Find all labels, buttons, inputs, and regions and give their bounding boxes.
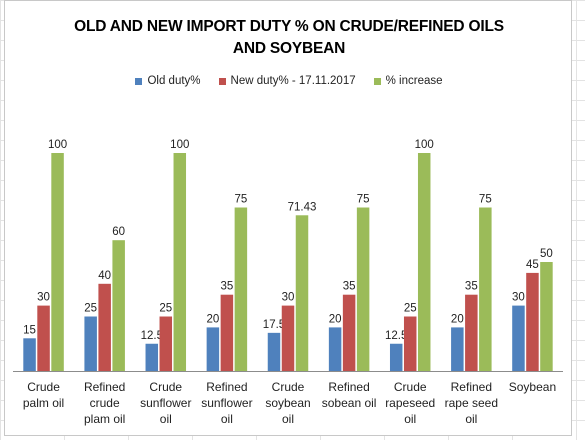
bar-series-0-cat-8 [512,305,525,371]
bar-series-0-cat-2 [145,343,159,371]
bar-series-1-cat-5 [342,294,356,371]
bar-series-1-cat-4 [281,305,295,371]
data-label-series-2-cat-8: 50 [540,248,553,260]
bar-series-1-cat-1 [98,283,111,371]
bar-series-1-cat-8 [526,272,539,371]
bar-series-1-cat-7 [465,294,478,371]
category-label-2-line-1: sunflower [140,396,191,410]
data-label-series-1-cat-5: 35 [343,281,356,293]
category-label-6-line-1: rapeseed [385,396,435,410]
data-label-series-2-cat-6: 100 [415,139,434,151]
category-label-0-line-0: Crude [27,380,60,394]
legend-label-increase: % increase [385,75,443,87]
legend-label-new-duty: New duty% - 17.11.2017 [230,75,356,87]
data-label-series-1-cat-2: 25 [159,303,172,315]
category-label-4-line-2: oil [282,412,294,426]
bar-series-1-cat-3 [220,294,234,371]
category-label-2-line-0: Crude [149,380,182,394]
category-label-7-line-1: rape seed [445,396,498,410]
legend-swatch-increase [373,77,381,85]
bar-series-0-cat-5 [328,327,342,371]
category-label-1-line-0: Refined [84,380,125,394]
bar-series-0-cat-0 [23,338,36,371]
data-label-series-0-cat-0: 15 [23,324,36,336]
data-label-series-1-cat-3: 35 [220,281,233,293]
bar-series-2-cat-6 [417,153,431,371]
bar-series-0-cat-3 [206,327,220,371]
bar-series-1-cat-6 [403,316,417,371]
legend-label-old-duty: Old duty% [147,75,201,87]
chart-title-line-2: AND SOYBEAN [232,40,346,57]
category-label-8-line-0: Soybean [509,380,556,394]
data-label-series-0-cat-2: 12.5 [141,330,163,342]
legend-swatch-old-duty [135,77,143,85]
category-label-3-line-0: Refined [206,380,247,394]
category-label-2-line-2: oil [160,412,172,426]
legend-item-new-duty: New duty% - 17.11.2017 [218,75,356,87]
bar-series-1-cat-0 [37,305,50,371]
data-label-series-0-cat-3: 20 [206,313,219,325]
bar-series-2-cat-1 [112,240,125,371]
category-label-7-line-2: oil [465,412,477,426]
category-label-3-line-1: sunflower [201,396,252,410]
bar-series-0-cat-1 [84,316,97,371]
bar-series-0-cat-4 [267,332,281,371]
data-label-series-1-cat-1: 40 [98,270,111,282]
category-label-1-line-2: plam oil [84,412,125,426]
legend-item-old-duty: Old duty% [135,75,201,87]
data-label-series-1-cat-4: 30 [282,292,295,304]
category-label-0-line-1: palm oil [23,396,64,410]
data-label-series-2-cat-2: 100 [170,139,189,151]
category-label-1-line-1: crude [90,396,120,410]
data-label-series-2-cat-1: 60 [112,226,125,238]
chart-legend: Old duty% New duty% - 17.11.2017 % incre… [5,75,573,87]
data-label-series-1-cat-7: 35 [465,281,478,293]
category-label-4-line-1: soybean [265,396,310,410]
category-label-7-line-0: Refined [451,380,492,394]
data-label-series-0-cat-8: 30 [512,292,525,304]
data-label-series-2-cat-4: 71.43 [288,201,317,213]
chart-title-line-1: OLD AND NEW IMPORT DUTY % ON CRUDE/REFIN… [74,18,504,35]
data-label-series-2-cat-5: 75 [357,194,370,206]
data-label-series-0-cat-1: 25 [84,303,97,315]
bar-series-2-cat-5 [356,207,370,371]
category-label-3-line-2: oil [221,412,233,426]
bar-series-1-cat-2 [159,316,173,371]
bar-series-2-cat-4 [295,215,309,371]
category-label-6-line-2: oil [404,412,416,426]
category-label-5-line-1: sobean oil [322,396,377,410]
data-label-series-1-cat-0: 30 [37,292,50,304]
data-label-series-1-cat-8: 45 [526,259,539,271]
data-label-series-0-cat-5: 20 [329,313,342,325]
chart-area[interactable]: OLD AND NEW IMPORT DUTY % ON CRUDE/REFIN… [4,0,572,436]
plot-area: 15 30 100 Crude palm oil 25 40 60 Refined crude pl… [13,139,563,426]
bar-series-2-cat-0 [51,153,64,371]
data-label-series-1-cat-6: 25 [404,303,417,315]
bar-series-2-cat-2 [173,153,187,371]
bar-series-2-cat-7 [479,207,492,371]
bar-series-0-cat-7 [451,327,464,371]
legend-swatch-new-duty [218,77,226,85]
category-label-4-line-0: Crude [272,380,305,394]
data-label-series-0-cat-7: 20 [451,313,464,325]
category-label-6-line-0: Crude [394,380,427,394]
bar-series-0-cat-6 [389,343,403,371]
legend-item-increase: % increase [373,75,443,87]
data-label-series-0-cat-6: 12.5 [385,330,407,342]
bar-series-2-cat-3 [234,207,248,371]
data-label-series-0-cat-4: 17.5 [263,319,285,331]
category-label-5-line-0: Refined [328,380,369,394]
data-label-series-2-cat-7: 75 [479,194,492,206]
bar-series-2-cat-8 [540,262,553,371]
data-label-series-2-cat-3: 75 [234,194,247,206]
data-label-series-2-cat-0: 100 [48,139,67,151]
